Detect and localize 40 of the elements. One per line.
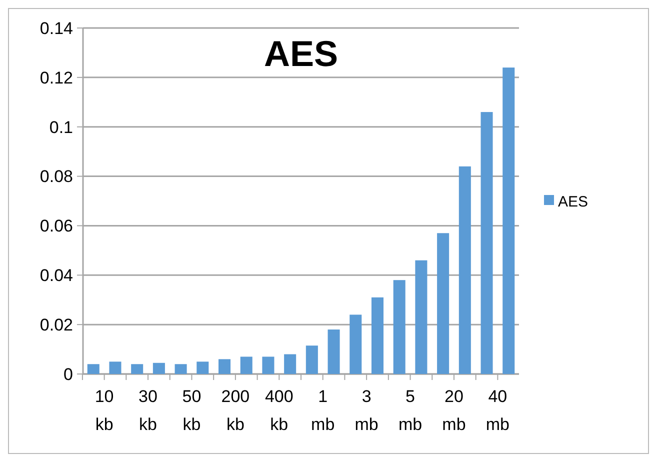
bar [502, 68, 515, 374]
y-tick-label: 0.04 [40, 266, 73, 286]
bar [196, 362, 209, 374]
x-tick-label: 1 mb [311, 387, 335, 434]
y-tick-label: 0.1 [49, 118, 73, 137]
bar [328, 330, 340, 374]
bar [131, 364, 144, 374]
x-tick-label: 3 mb [354, 387, 378, 434]
bar [415, 260, 428, 374]
legend-label: AES [558, 193, 588, 210]
bar [480, 112, 493, 374]
x-tick-label: 50 kb [182, 387, 202, 434]
bar [350, 314, 362, 374]
bar [437, 233, 450, 374]
x-tick-label: 5 mb [398, 387, 422, 434]
x-tick-label: 200 kb [221, 387, 250, 434]
bar [174, 364, 187, 374]
y-tick-label: 0.02 [40, 316, 73, 335]
bar [393, 280, 406, 374]
x-tick-label: 10 kb [94, 387, 114, 434]
chart-title: AES [264, 33, 338, 74]
bar [152, 362, 165, 374]
bar [240, 356, 252, 374]
x-tick-label: 40 mb [486, 387, 510, 434]
x-tick-label: 30 kb [138, 387, 158, 434]
bar [218, 359, 231, 374]
bar [458, 166, 471, 374]
y-tick-label: 0.06 [40, 216, 73, 236]
y-tick-label: 0.12 [40, 68, 73, 88]
bar [284, 354, 296, 374]
bar [371, 297, 384, 374]
y-tick-label: 0.08 [40, 167, 73, 186]
bar [87, 364, 100, 374]
x-tick-label: 20 mb [442, 387, 466, 434]
bar [306, 346, 318, 374]
y-tick-label: 0 [64, 364, 73, 384]
bar [262, 356, 274, 374]
y-tick-label: 0.14 [40, 18, 73, 38]
bar [109, 362, 122, 374]
x-tick-label: 400 kb [264, 387, 294, 434]
